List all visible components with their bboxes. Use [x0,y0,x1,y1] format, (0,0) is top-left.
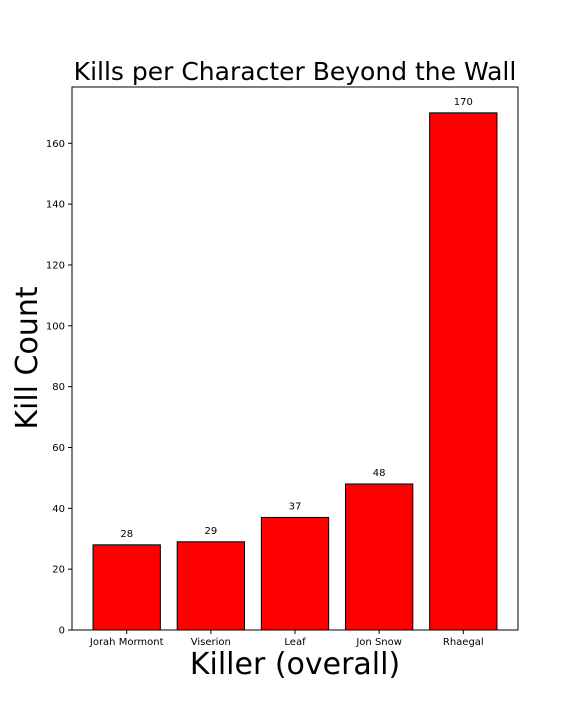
y-tick-label: 160 [46,139,65,150]
y-tick-label: 100 [46,321,65,332]
data-label: 28 [120,529,133,540]
y-tick-label: 120 [46,260,65,271]
x-tick-label: Jorah Mormont [89,637,164,648]
data-label: 29 [204,526,217,537]
data-label: 37 [289,501,302,512]
y-tick-label: 40 [52,504,65,515]
y-tick-label: 20 [52,565,65,576]
x-tick-label: Leaf [284,637,306,648]
y-tick-label: 0 [59,626,65,637]
bar [429,112,498,631]
bar [344,483,414,631]
x-tick-label: Viserion [191,637,231,648]
bar [260,516,330,631]
x-axis-label: Killer (overall) [190,647,400,682]
chart-title: Kills per Character Beyond the Wall [74,57,517,86]
data-label: 48 [373,468,386,479]
data-label: 170 [454,97,473,108]
bar [176,541,246,631]
bar [92,544,161,631]
y-tick-label: 140 [46,200,65,211]
x-tick-label: Rhaegal [443,637,484,648]
plot-frame [71,86,519,631]
x-tick-label: Jon Snow [355,637,402,648]
y-axis-label: Kill Count [10,286,45,430]
plot-area: 0 20 40 60 80 100 120 140 160 28 Jorah Mormont 29 Vi… [46,86,519,648]
y-tick-label: 60 [52,443,65,454]
y-tick-label: 80 [52,382,65,393]
